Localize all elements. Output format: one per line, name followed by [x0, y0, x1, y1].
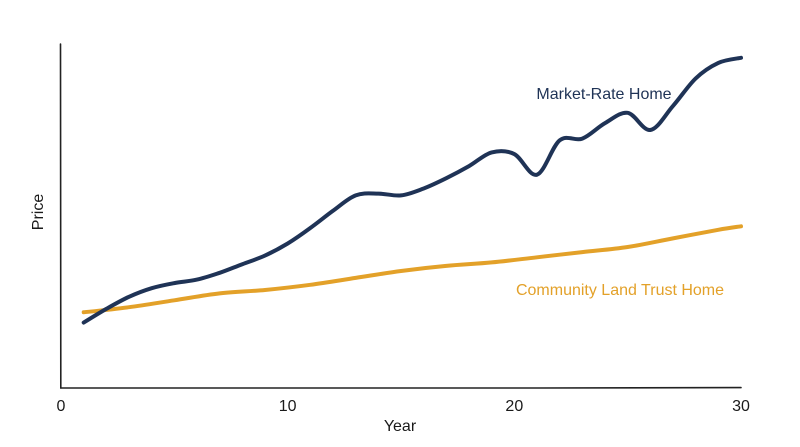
market-rate-home-line [81, 55, 743, 325]
series-lines [81, 55, 743, 325]
community-land-trust-series-label: Community Land Trust Home [516, 282, 724, 299]
y-axis-title: Price [30, 194, 47, 231]
x-tick-label: 20 [505, 398, 523, 415]
x-tick-label: 0 [57, 398, 66, 415]
community-land-trust-home-line [81, 224, 743, 315]
market-rate-series-label: Market-Rate Home [536, 86, 671, 103]
x-tick-label: 30 [732, 398, 750, 415]
x-tick-labels: 0 10 20 30 [57, 398, 750, 415]
x-axis-title: Year [384, 418, 417, 435]
x-tick-label: 10 [279, 398, 297, 415]
